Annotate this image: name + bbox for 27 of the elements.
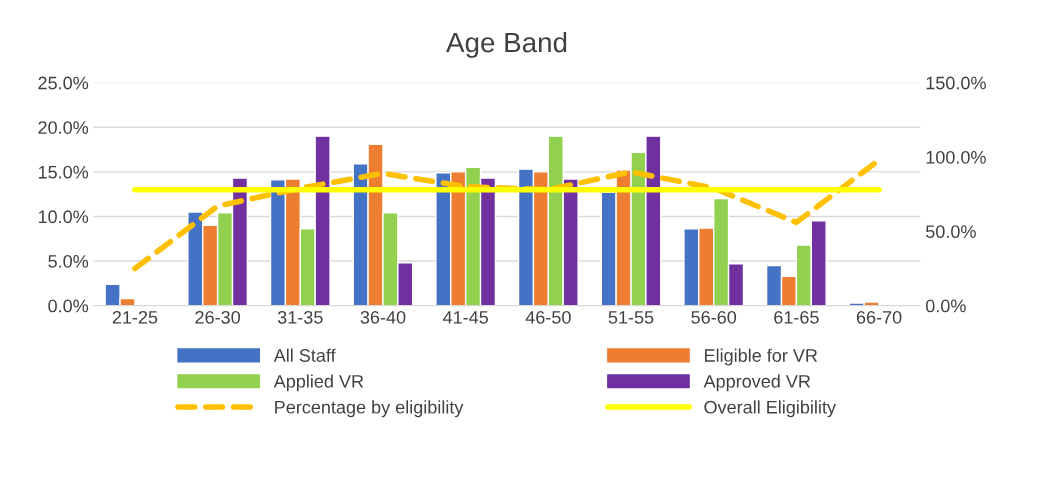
y2-tick-label: 150.0% [926, 76, 986, 90]
legend-label: Overall Eligibility [704, 400, 836, 418]
legend-label: Percentage by eligibility [275, 400, 464, 418]
y-tick-label: 15.0% [38, 165, 89, 179]
legend-label: Applied VR [273, 374, 364, 392]
legend-label: Approved VR [703, 374, 811, 392]
y-tick-label: 25.0% [38, 76, 89, 90]
y2-tick-label: 100.0% [926, 150, 986, 164]
x-tick-label: 36-40 [360, 310, 406, 324]
x-tick-label: 31-35 [277, 310, 323, 324]
chart-title: Age Band [446, 31, 567, 58]
y-tick-label: 5.0% [48, 254, 89, 268]
y2-tick-label: 0.0% [925, 299, 966, 313]
x-tick-label: 41-45 [442, 311, 488, 324]
y-tick-label: 0.0% [48, 299, 89, 313]
y-tick-label: 20.0% [38, 121, 89, 134]
x-tick-label: 66-70 [856, 310, 902, 324]
x-tick-label: 21-25 [112, 310, 158, 324]
x-tick-label: 56-60 [691, 310, 737, 324]
legend-label: Eligible for VR [705, 348, 818, 366]
y2-tick-label: 50.0% [925, 225, 976, 239]
x-tick-label: 26-30 [195, 310, 241, 324]
legend-label: All Staff [273, 348, 336, 362]
y-tick-label: 10.0% [38, 210, 89, 224]
x-tick-label: 46-50 [525, 310, 571, 324]
x-tick-label: 51-55 [608, 311, 654, 324]
x-tick-label: 61-65 [774, 310, 819, 324]
